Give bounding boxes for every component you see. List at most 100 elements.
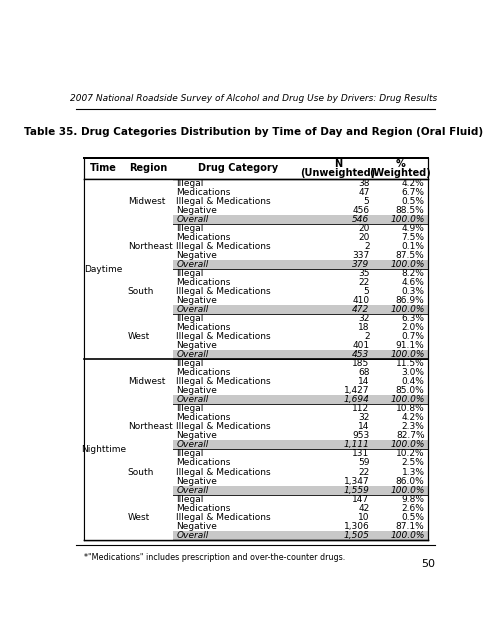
Text: Northeast: Northeast — [128, 243, 173, 252]
Text: 32: 32 — [358, 314, 370, 323]
Text: West: West — [128, 513, 150, 522]
Bar — [84, 396, 428, 404]
Text: 59: 59 — [358, 458, 370, 467]
Text: 112: 112 — [352, 404, 370, 413]
Text: 20: 20 — [358, 224, 370, 233]
Text: Illegal & Medications: Illegal & Medications — [176, 197, 271, 206]
Text: 0.3%: 0.3% — [401, 287, 425, 296]
Text: 2007 National Roadside Survey of Alcohol and Drug Use by Drivers: Drug Results: 2007 National Roadside Survey of Alcohol… — [70, 94, 437, 103]
Text: Nighttime: Nighttime — [81, 445, 126, 454]
Text: Illegal & Medications: Illegal & Medications — [176, 243, 271, 252]
Text: 100.0%: 100.0% — [390, 486, 425, 495]
Text: Medications: Medications — [176, 369, 231, 378]
Text: Medications: Medications — [176, 188, 231, 197]
Text: Medications: Medications — [176, 504, 231, 513]
Text: 42: 42 — [358, 504, 370, 513]
Text: 5: 5 — [364, 197, 370, 206]
Text: 3.0%: 3.0% — [401, 369, 425, 378]
Text: Illegal & Medications: Illegal & Medications — [176, 332, 271, 341]
Bar — [123, 179, 173, 540]
Text: 88.5%: 88.5% — [396, 206, 425, 215]
Text: 0.4%: 0.4% — [402, 378, 425, 387]
Text: Table 35. Drug Categories Distribution by Time of Day and Region (Oral Fluid): Table 35. Drug Categories Distribution b… — [24, 127, 483, 137]
Text: Illegal: Illegal — [176, 179, 203, 188]
Text: 1,111: 1,111 — [344, 440, 370, 449]
Text: 10: 10 — [358, 513, 370, 522]
Text: Drug Category: Drug Category — [198, 163, 279, 173]
Bar — [84, 260, 428, 269]
Text: 4.9%: 4.9% — [402, 224, 425, 233]
Bar — [84, 350, 428, 360]
Text: %: % — [396, 159, 405, 169]
Text: West: West — [128, 332, 150, 341]
Text: 0.7%: 0.7% — [401, 332, 425, 341]
Text: 2.5%: 2.5% — [402, 458, 425, 467]
Text: Illegal & Medications: Illegal & Medications — [176, 513, 271, 522]
Text: 20: 20 — [358, 233, 370, 243]
Text: Daytime: Daytime — [84, 265, 123, 274]
Text: 10.2%: 10.2% — [396, 449, 425, 458]
Text: Overall: Overall — [176, 350, 208, 360]
Text: Illegal: Illegal — [176, 224, 203, 233]
Text: 47: 47 — [358, 188, 370, 197]
Text: Overall: Overall — [176, 305, 208, 314]
Text: 0.1%: 0.1% — [401, 243, 425, 252]
Text: 147: 147 — [352, 495, 370, 504]
Text: 87.5%: 87.5% — [396, 252, 425, 260]
Text: 68: 68 — [358, 369, 370, 378]
Text: Overall: Overall — [176, 531, 208, 540]
Text: 7.5%: 7.5% — [401, 233, 425, 243]
Text: 546: 546 — [352, 215, 370, 224]
Text: Negative: Negative — [176, 431, 217, 440]
Text: 1,559: 1,559 — [344, 486, 370, 495]
Text: Negative: Negative — [176, 206, 217, 215]
Text: 32: 32 — [358, 413, 370, 422]
Bar — [84, 486, 428, 495]
Text: 100.0%: 100.0% — [390, 440, 425, 449]
Text: 14: 14 — [358, 378, 370, 387]
Text: Illegal: Illegal — [176, 404, 203, 413]
Text: 4.2%: 4.2% — [402, 179, 425, 188]
Text: Region: Region — [129, 163, 167, 173]
Bar — [84, 179, 123, 540]
Text: N: N — [334, 159, 342, 169]
Text: 1,694: 1,694 — [344, 396, 370, 404]
Text: Negative: Negative — [176, 477, 217, 486]
Bar — [84, 440, 428, 449]
Text: 1,427: 1,427 — [344, 387, 370, 396]
Text: 87.1%: 87.1% — [396, 522, 425, 531]
Text: 4.6%: 4.6% — [402, 278, 425, 287]
Text: Illegal & Medications: Illegal & Medications — [176, 378, 271, 387]
Text: 100.0%: 100.0% — [390, 531, 425, 540]
Text: 401: 401 — [352, 341, 370, 350]
Bar — [84, 215, 428, 224]
Text: 38: 38 — [358, 179, 370, 188]
Text: Illegal: Illegal — [176, 495, 203, 504]
Text: Illegal & Medications: Illegal & Medications — [176, 287, 271, 296]
Text: 2.6%: 2.6% — [402, 504, 425, 513]
Text: 91.1%: 91.1% — [396, 341, 425, 350]
Text: Medications: Medications — [176, 413, 231, 422]
Text: Negative: Negative — [176, 296, 217, 305]
Text: (Weighted): (Weighted) — [369, 168, 431, 178]
Text: Negative: Negative — [176, 252, 217, 260]
Text: Overall: Overall — [176, 486, 208, 495]
Text: 85.0%: 85.0% — [396, 387, 425, 396]
Text: 4.2%: 4.2% — [402, 413, 425, 422]
Text: South: South — [128, 467, 154, 477]
Text: 6.7%: 6.7% — [401, 188, 425, 197]
Text: Illegal: Illegal — [176, 269, 203, 278]
Text: South: South — [128, 287, 154, 296]
Text: 9.8%: 9.8% — [401, 495, 425, 504]
Text: Overall: Overall — [176, 440, 208, 449]
Text: 410: 410 — [352, 296, 370, 305]
Text: Medications: Medications — [176, 278, 231, 287]
Text: 50: 50 — [421, 559, 436, 569]
Bar — [84, 305, 428, 314]
Text: 82.7%: 82.7% — [396, 431, 425, 440]
Text: Negative: Negative — [176, 341, 217, 350]
Text: Illegal: Illegal — [176, 360, 203, 369]
Text: Medications: Medications — [176, 233, 231, 243]
Text: 10.8%: 10.8% — [396, 404, 425, 413]
Text: 1.3%: 1.3% — [401, 467, 425, 477]
